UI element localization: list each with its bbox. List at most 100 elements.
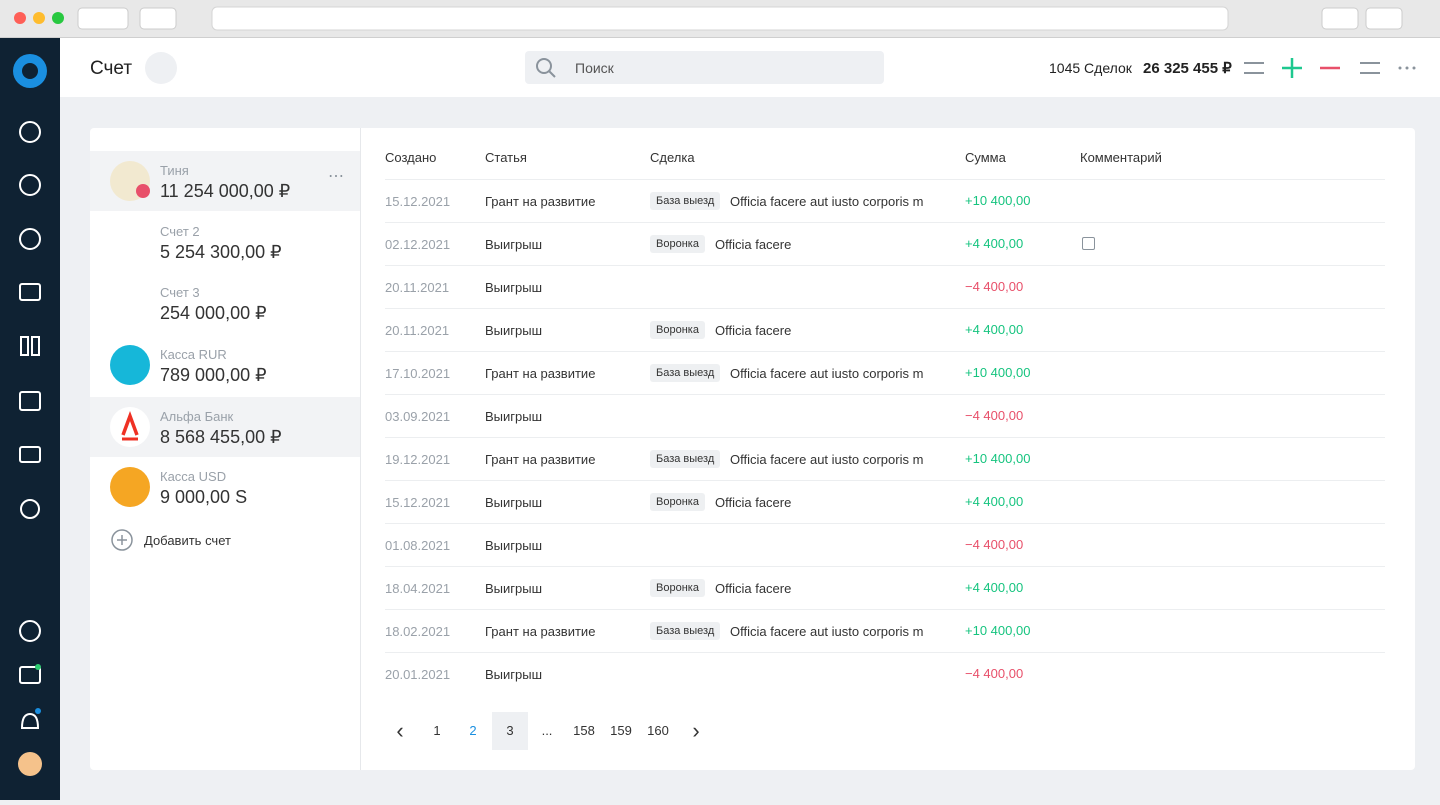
deal-name: Officia facere aut iusto corporis m [730,366,924,381]
article-cell: Грант на развитие [485,624,596,639]
deal-name: Officia facere aut iusto corporis m [730,194,924,209]
alert-badge [136,184,150,198]
account-name: Касса RUR [160,347,227,362]
amount-cell: −4 400,00 [965,279,1024,294]
table-row[interactable]: 20.11.2021 Выигрыш Воронка Officia facere +4… [385,308,1385,351]
article-cell: Выигрыш [485,495,543,510]
table-row[interactable]: 19.12.2021 Грант на развитие База выезд Off… [385,437,1385,480]
article-cell: Грант на развитие [485,366,596,381]
page-link[interactable]: 160 [647,723,669,738]
table-row[interactable]: 20.01.2021 Выигрыш −4 400,00 [385,652,1385,695]
table-row[interactable]: 01.08.2021 Выигрыш −4 400,00 [385,523,1385,566]
article-cell: Выигрыш [485,323,543,338]
account-icon [110,467,150,507]
search-icon [536,58,556,78]
table-row[interactable]: 03.09.2021 Выигрыш −4 400,00 [385,394,1385,437]
deal-tag: База выезд [650,192,721,210]
page-link[interactable]: ... [541,723,553,738]
page-prev[interactable]: ‹ [396,718,404,743]
table-row[interactable]: 18.04.2021 Выигрыш Воронка Officia facere +4… [385,566,1385,609]
deal-tag: База выезд [650,450,721,468]
amount-cell: +4 400,00 [965,236,1024,251]
accounts-panel: ⋯ Тиня 11 254 000,00 ₽ Счет 2 5 254 300,00 ₽… [90,128,361,770]
sidebar [0,38,60,800]
account-icon [110,407,150,447]
date-cell: 20.01.2021 [385,667,451,682]
date-cell: 15.12.2021 [385,194,451,209]
page-link[interactable]: 159 [610,723,632,738]
edit-comment[interactable] [1082,237,1095,250]
deal-name: Officia facere [715,237,792,252]
browser-controls [14,6,1403,31]
browser-chrome [0,0,1440,38]
column-header: Сумма [965,150,1006,165]
column-header: Сделка [650,150,695,165]
table-row[interactable]: 15.12.2021 Грант на развитие База выезд Off… [385,179,1385,222]
add-icon [111,529,133,551]
deal-name: Officia facere [715,323,792,338]
column-header: Комментарий [1080,150,1162,165]
table-row[interactable]: 02.12.2021 Выигрыш Воронка Officia facere +4… [385,222,1385,265]
account-icon [110,345,150,385]
deal-tag: Воронка [650,493,705,511]
deal-name: Officia facere [715,495,792,510]
deal-name: Officia facere aut iusto corporis m [730,452,924,467]
table-row[interactable]: 15.12.2021 Выигрыш Воронка Officia facere +4… [385,480,1385,523]
page-link[interactable]: 2 [469,723,477,738]
table-row[interactable]: 18.02.2021 Грант на развитие База выезд Off… [385,609,1385,652]
add-account[interactable]: Добавить счет [110,528,231,552]
alfa-logo [121,410,139,441]
account-item[interactable]: Альфа Банк 8 568 455,00 ₽ [90,397,360,457]
toolbar-icons[interactable] [1240,53,1440,83]
amount-cell: +4 400,00 [965,322,1024,337]
article-cell: Грант на развитие [485,194,596,209]
account-item[interactable]: Касса USD 9 000,00 S [90,457,360,517]
account-item[interactable]: Счет 2 5 254 300,00 ₽ [90,212,360,272]
article-cell: Выигрыш [485,581,543,596]
date-cell: 02.12.2021 [385,237,451,252]
page-link[interactable]: 158 [573,723,595,738]
amount-cell: +10 400,00 [965,193,1031,208]
article-cell: Выигрыш [485,280,543,295]
article-cell: Выигрыш [485,409,543,424]
main-card: ⋯ Тиня 11 254 000,00 ₽ Счет 2 5 254 300,00 ₽… [90,128,1415,770]
table-row[interactable]: 17.10.2021 Грант на развитие База выезд Off… [385,351,1385,394]
page-title: Счет [90,58,133,79]
page-next[interactable]: › [692,718,700,743]
article-cell: Выигрыш [485,667,543,682]
top-bar: Счет Поиск 1045 Сделок 26 325 455 ₽ [60,38,1440,97]
amount-cell: −4 400,00 [965,408,1024,423]
date-cell: 19.12.2021 [385,452,451,467]
table-row[interactable]: 20.11.2021 Выигрыш −4 400,00 [385,265,1385,308]
title-dropdown[interactable] [145,52,177,84]
date-cell: 20.11.2021 [385,280,450,295]
amount-cell: +10 400,00 [965,451,1031,466]
account-item[interactable]: ⋯ Тиня 11 254 000,00 ₽ [90,151,360,211]
sidebar-icons [13,54,47,776]
amount-cell: +4 400,00 [965,580,1024,595]
account-amount: 11 254 000,00 ₽ [160,181,291,201]
date-cell: 17.10.2021 [385,366,451,381]
page-link[interactable]: 3 [492,712,528,750]
transactions-table: Создано Статья Сделка Сумма Комментарий 15.12… [90,128,1415,770]
account-amount: 9 000,00 S [160,487,248,507]
amount-cell: +10 400,00 [965,365,1031,380]
account-menu[interactable]: ⋯ [328,168,345,185]
deal-tag: Воронка [650,235,705,253]
account-amount: 789 000,00 ₽ [160,365,267,385]
deal-tag: База выезд [650,622,721,640]
column-header: Создано [385,150,437,165]
deal-tag: Воронка [650,321,705,339]
article-cell: Грант на развитие [485,452,596,467]
search-placeholder: Поиск [575,60,614,76]
page-link[interactable]: 1 [433,723,441,738]
search-box[interactable]: Поиск [525,51,884,84]
account-name: Тиня [160,163,189,178]
total-sum: 26 325 455 ₽ [1143,60,1232,77]
date-cell: 20.11.2021 [385,323,450,338]
deal-tag: Воронка [650,579,705,597]
date-cell: 03.09.2021 [385,409,451,424]
account-item[interactable]: Касса RUR 789 000,00 ₽ [90,335,360,395]
account-item[interactable]: Счет 3 254 000,00 ₽ [90,273,360,333]
